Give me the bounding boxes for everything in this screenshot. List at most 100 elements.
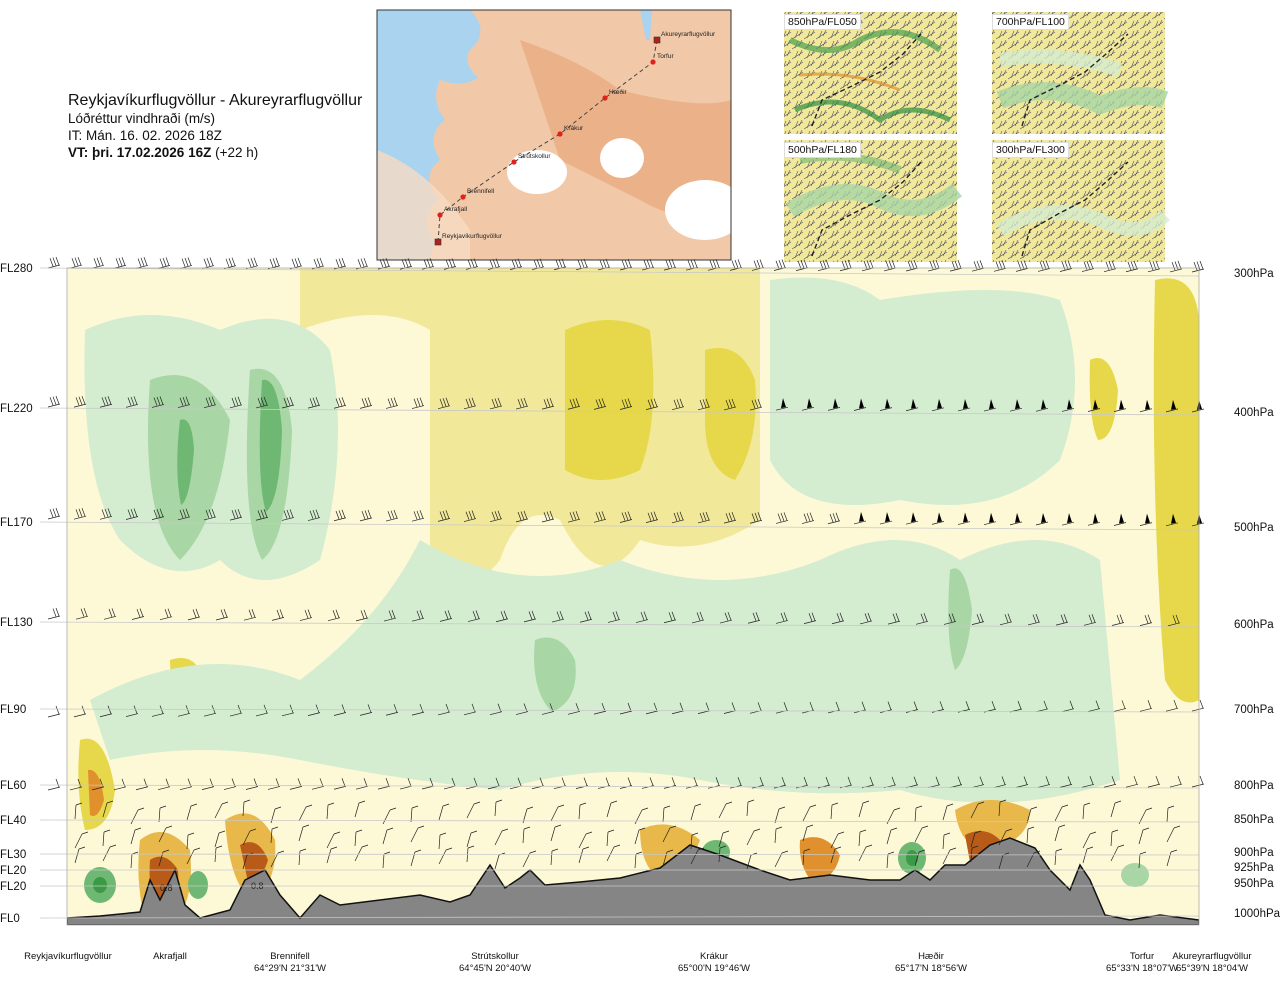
map-place: Akureyrarflugvöllur: [653, 31, 716, 44]
wind-barb: [645, 511, 659, 523]
pressure-level-label: 400hPa: [1234, 407, 1274, 419]
flight-level-label: FL20: [0, 881, 27, 893]
wind-barb: [354, 800, 366, 818]
wind-barb: [359, 704, 373, 716]
station-name: Akureyrarflugvöllur: [1172, 951, 1252, 962]
route-map: Akureyrarflugvöllur Torfur Hæðir Krákur Strú…: [377, 10, 731, 260]
pressure-level-label: 900hPa: [1234, 847, 1274, 859]
wind-barb: [1139, 399, 1153, 413]
updraft-terrain-4: [640, 824, 700, 880]
wind-barb: [1138, 827, 1150, 845]
wind-barb: [1166, 849, 1178, 867]
wind-barb: [690, 832, 699, 850]
wind-barb: [489, 510, 503, 523]
wind-barb: [774, 826, 783, 844]
wind-barb: [515, 510, 529, 523]
wind-barb: [522, 850, 537, 868]
wind-barb: [662, 805, 671, 823]
wind-barb: [489, 397, 503, 410]
wind-barb: [983, 399, 997, 412]
map-place: Akrafjall: [437, 206, 468, 218]
wind-barb: [187, 608, 201, 621]
wind-barb: [550, 804, 565, 822]
wind-barb: [1191, 513, 1205, 527]
station-name: Akrafjall: [153, 951, 187, 962]
wind-barb: [645, 702, 659, 715]
wind-barb: [541, 398, 555, 410]
wind-barb: [326, 831, 341, 849]
wind-barb: [942, 847, 957, 865]
flight-level-label: FL30: [0, 849, 27, 861]
wind-barb: [830, 846, 842, 864]
wind-barb: [1166, 805, 1175, 823]
wind-barb: [245, 778, 259, 790]
wind-barb: [998, 799, 1007, 817]
station-name: Torfur: [1129, 951, 1155, 962]
wind-barb: [281, 704, 295, 717]
updraft-terrain-5: [799, 837, 840, 882]
station-name: Strútskollur: [471, 951, 519, 962]
wind-barb: [99, 508, 113, 520]
wind-barb: [634, 851, 643, 869]
downdraft-mid-4: [948, 568, 972, 670]
svg-text:Akureyrarflugvöllur: Akureyrarflugvöllur: [661, 31, 716, 38]
updraft-core-1: [565, 320, 654, 480]
wind-barb: [915, 613, 929, 625]
wind-barb: [385, 704, 399, 716]
fjord-north: [640, 10, 652, 40]
wind-barb: [214, 801, 229, 819]
station-label: Akureyrarflugvöllur 65°39'N 18°04'W: [1142, 951, 1280, 975]
downdraft-core: [259, 379, 282, 512]
pressure-level-label: 700hPa: [1234, 704, 1274, 716]
wind-barb: [749, 398, 763, 411]
wind-barb: [1054, 848, 1063, 866]
wind-barb: [333, 257, 347, 270]
wind-barb: [411, 703, 425, 716]
downdraft-low-1-core: [93, 877, 107, 893]
wind-barb: [255, 509, 269, 521]
downdraft-core-2: [177, 419, 194, 505]
wind-barb: [281, 509, 295, 521]
wind-barb: [494, 799, 503, 817]
panel-label-500: 500hPa/FL180: [784, 142, 861, 158]
wind-barb: [802, 824, 814, 842]
wind-barb: [438, 832, 447, 850]
wind-barb: [550, 848, 559, 866]
updraft-terrain-1-core: [88, 769, 104, 816]
wind-barb: [662, 825, 677, 843]
wind-barb: [597, 258, 611, 271]
station-coord: 65°33'N 18°07'W: [1106, 963, 1178, 974]
wind-barb: [355, 257, 369, 270]
downdraft-low-2: [188, 871, 208, 899]
wind-barb: [1026, 806, 1038, 824]
wind-barb: [307, 509, 321, 521]
station-label: Hæðir 65°17'N 18°56'W: [861, 951, 1001, 975]
panel-label-700: 700hPa/FL100: [992, 14, 1069, 30]
wind-barb: [399, 777, 413, 790]
wind-barb: [1026, 826, 1035, 844]
wind-barb: [830, 831, 845, 849]
level-line: [39, 915, 1200, 919]
wind-barb: [73, 395, 87, 408]
wind-barb: [307, 397, 321, 409]
wind-barb: [606, 844, 621, 862]
wind-barb: [267, 778, 281, 790]
map-place: Torfur: [650, 53, 674, 65]
wind-barb: [135, 257, 149, 269]
pressure-level-label: 600hPa: [1234, 619, 1274, 631]
wind-barb: [593, 703, 607, 715]
valid-time-main: VT: þri. 17.02.2026 16Z: [68, 145, 212, 160]
wind-barb: [853, 398, 867, 411]
station-name: Krákur: [700, 951, 728, 962]
station-coord: 65°39'N 18°04'W: [1176, 963, 1248, 974]
wind-barb: [970, 801, 985, 819]
wind-barb: [91, 257, 105, 269]
wind-barb: [983, 512, 997, 526]
wind-barb: [1059, 776, 1073, 788]
wind-barb: [634, 807, 649, 825]
wind-barb: [270, 826, 279, 844]
wind-barb: [47, 395, 61, 408]
flight-level-label: FL40: [0, 815, 27, 827]
wind-barb: [130, 851, 139, 869]
updraft-terrain-6-core: [965, 831, 1000, 862]
